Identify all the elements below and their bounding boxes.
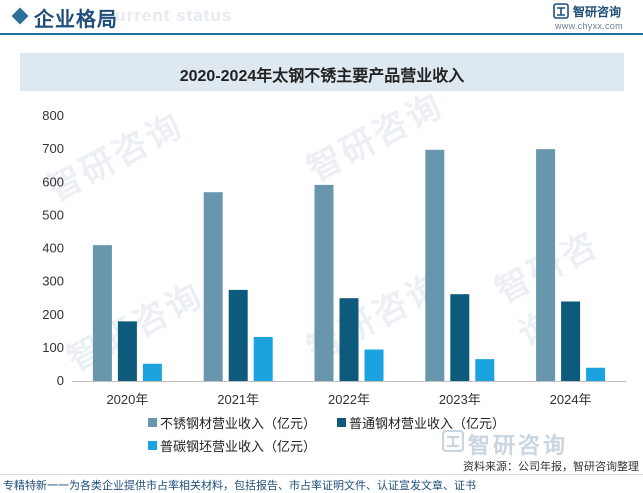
legend-swatch-billet xyxy=(148,441,157,450)
bar xyxy=(228,289,248,381)
bar xyxy=(253,336,273,381)
x-tick-label: 2020年 xyxy=(106,392,148,407)
header-ghost-text: Current status xyxy=(102,6,233,25)
y-tick-label: 300 xyxy=(42,274,64,289)
bar xyxy=(142,363,162,381)
bar xyxy=(117,321,137,381)
footer-divider xyxy=(0,474,643,475)
brand-logo-block: 智研咨询 www.chyxx.com xyxy=(553,2,641,34)
bar xyxy=(203,192,223,381)
bar xyxy=(561,301,581,381)
data-source: 资料来源：公司年报，智研咨询整理 xyxy=(463,461,639,473)
section-title: 企业格局 xyxy=(34,9,118,31)
y-tick-label: 800 xyxy=(42,108,64,123)
brand-watermark: 智研咨询 xyxy=(468,433,569,458)
bar xyxy=(339,298,359,381)
x-tick-label: 2022年 xyxy=(328,392,370,407)
legend-swatch-stainless xyxy=(148,418,157,427)
bar xyxy=(425,149,445,381)
legend-label-billet: 普碳钢坯营业收入（亿元） xyxy=(160,439,317,454)
bar xyxy=(475,359,495,381)
bar xyxy=(364,349,384,381)
bar xyxy=(92,245,112,381)
y-tick-label: 0 xyxy=(57,373,64,388)
y-tick-label: 600 xyxy=(42,174,64,189)
bar xyxy=(586,367,606,381)
y-tick-label: 200 xyxy=(42,307,64,322)
x-tick-label: 2023年 xyxy=(439,392,481,407)
y-tick-label: 700 xyxy=(42,141,64,156)
brand-watermark-icon xyxy=(442,430,464,452)
bar xyxy=(314,184,334,381)
chart-title: 2020-2024年太钢不锈主要产品营业收入 xyxy=(179,68,465,85)
x-tick-label: 2024年 xyxy=(550,392,592,407)
bar xyxy=(536,149,556,381)
brand-logo-icon xyxy=(553,3,569,19)
page-header: Current status 企业格局 智研咨询 www.chyxx.com xyxy=(0,0,643,35)
chart-title-band: 2020-2024年太钢不锈主要产品营业收入 xyxy=(20,53,624,91)
x-tick-label: 2021年 xyxy=(217,392,259,407)
legend-label-ordinary: 普通钢材营业收入（亿元） xyxy=(349,416,506,431)
y-tick-label: 500 xyxy=(42,207,64,222)
bar xyxy=(450,294,470,381)
brand-url: www.chyxx.com xyxy=(555,21,623,31)
y-tick-label: 100 xyxy=(42,340,64,355)
service-note: 专精特新一一为各类企业提供市占率相关材料，包括报告、市占率证明文件、认证宣发文章… xyxy=(3,480,476,492)
legend-label-stainless: 不锈钢材营业收入（亿元） xyxy=(160,416,317,431)
brand-name: 智研咨询 xyxy=(573,5,622,19)
header-divider xyxy=(0,33,643,35)
y-tick-label: 400 xyxy=(42,241,64,256)
legend-swatch-ordinary xyxy=(337,418,346,427)
